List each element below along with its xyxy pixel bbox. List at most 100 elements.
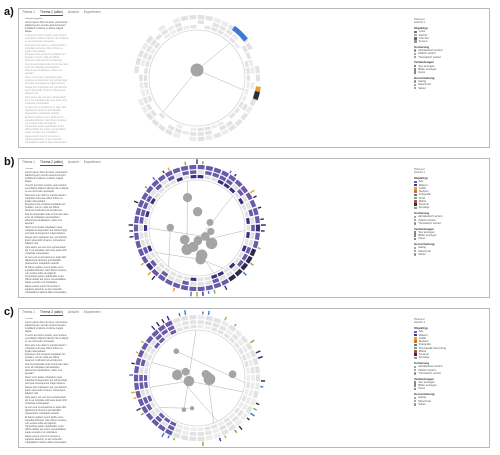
text-paragraph[interactable]: Sed ut perspiciatis unde omnis iste natu… — [25, 213, 69, 226]
legend-option[interactable]: Selten — [414, 403, 488, 406]
legend-option[interactable]: Link-Set — [414, 37, 488, 40]
text-paragraph[interactable]: Lorem ipsum dolor sit amet, consectetur … — [25, 320, 68, 333]
text-paragraph[interactable]: At vero eos et accusamus et iusto odio d… — [25, 105, 67, 115]
text-paragraph[interactable]: Quis autem vel eum iure reprehenderit qu… — [25, 95, 67, 105]
legend-option[interactable]: Grafik — [414, 337, 488, 340]
radio-button[interactable] — [414, 55, 417, 59]
legend-option[interactable]: Fotografie — [414, 193, 488, 196]
text-paragraph[interactable]: Thema — [25, 318, 33, 320]
text-paragraph[interactable]: Ut enim ad minim veniam, quis nostrud ex… — [25, 33, 69, 43]
text-paragraph[interactable]: Duis aute irure dolor in reprehenderit i… — [25, 343, 67, 353]
tab[interactable]: Thema 2 (aktiv) — [40, 310, 63, 316]
legend-option[interactable]: Alle — [414, 180, 488, 183]
radio-button[interactable] — [414, 49, 417, 52]
radio-button[interactable] — [414, 253, 417, 256]
legend-option[interactable]: Bilder anzeigen — [414, 68, 488, 71]
radio-button[interactable] — [414, 396, 417, 400]
tab[interactable]: Ansicht — [67, 10, 79, 14]
text-paragraph[interactable]: Temporibus autem quibusdam et aut offici… — [25, 425, 66, 435]
radio-button[interactable] — [414, 399, 417, 403]
circular-visualization[interactable] — [71, 309, 411, 447]
text-paragraph[interactable]: Neque porro quisquam est, qui dolorem ip… — [25, 236, 67, 245]
checkbox[interactable] — [414, 384, 417, 387]
text-paragraph[interactable]: Thema — [25, 168, 33, 170]
legend-option[interactable]: Keramik — [414, 353, 488, 356]
legend-option[interactable]: Text anzeigen — [414, 65, 488, 68]
checkbox[interactable] — [414, 387, 417, 391]
text-paragraph[interactable]: Sed ut perspiciatis unde omnis iste natu… — [25, 63, 69, 76]
legend-option[interactable]: Thematisch sortiert — [414, 222, 488, 225]
legend-option[interactable]: Druckgrafik Sammlung — [414, 347, 488, 350]
text-paragraph[interactable]: Temporibus autem quibusdam et aut offici… — [25, 275, 66, 285]
radio-button[interactable] — [414, 249, 417, 253]
text-paragraph[interactable]: Lorem ipsum dolor sit amet, consectetur … — [25, 170, 68, 183]
text-paragraph[interactable]: Quis autem vel eum iure reprehenderit qu… — [25, 395, 67, 405]
legend-option[interactable]: Alphabetisch sortiert — [414, 215, 488, 218]
radio-button[interactable] — [414, 218, 417, 222]
radio-button[interactable] — [414, 52, 417, 56]
text-paragraph[interactable]: Duis aute irure dolor in reprehenderit i… — [25, 193, 67, 203]
text-paragraph[interactable]: At vero eos et accusamus et iusto odio d… — [25, 405, 67, 415]
legend-option[interactable]: Zeitlich sortiert — [414, 219, 488, 222]
legend-option[interactable]: Selten — [414, 87, 488, 90]
circular-visualization[interactable] — [71, 159, 411, 297]
text-paragraph[interactable]: Et harum quidem rerum facilis est et exp… — [25, 265, 67, 275]
radio-button[interactable] — [414, 86, 417, 90]
text-paragraph[interactable]: Quis autem vel eum iure reprehenderit qu… — [25, 245, 67, 255]
tab[interactable]: Exportieren — [83, 310, 101, 314]
legend-option[interactable]: Skulptur — [414, 340, 488, 343]
text-paragraph[interactable]: At vero eos et accusamus et iusto odio d… — [25, 255, 67, 265]
legend-option[interactable]: Sonstige — [414, 356, 488, 359]
tab[interactable]: Ansicht — [67, 160, 79, 164]
tab[interactable]: Exportieren — [83, 10, 101, 14]
legend-option[interactable]: Malerei — [414, 334, 488, 337]
checkbox[interactable] — [414, 234, 417, 237]
legend-option[interactable]: Malerei — [414, 184, 488, 187]
text-paragraph[interactable]: Et harum quidem rerum facilis est et exp… — [25, 415, 67, 425]
radio-button[interactable] — [414, 222, 417, 225]
legend-option[interactable]: Häufig — [414, 396, 488, 399]
legend-option[interactable]: Bilder anzeigen — [414, 234, 488, 237]
checkbox[interactable] — [414, 237, 417, 241]
text-paragraph[interactable]: Nemo enim ipsam voluptatem quia voluptas… — [25, 76, 68, 86]
legend-option[interactable]: Thematisch sortiert — [414, 372, 488, 375]
text-paragraph[interactable]: Sed ut perspiciatis unde omnis iste natu… — [25, 363, 69, 376]
text-paragraph[interactable]: Itaque earum rerum hic tenetur a sapient… — [25, 435, 67, 444]
legend-option[interactable]: Keramik — [414, 203, 488, 206]
text-paragraph[interactable]: Excepteur sint occaecat cupidatat non pr… — [25, 53, 66, 63]
checkbox[interactable] — [414, 71, 417, 74]
tab[interactable]: Exportieren — [83, 160, 101, 164]
legend-option[interactable]: Links — [414, 30, 488, 33]
legend-option[interactable]: Manchmal — [414, 400, 488, 403]
text-paragraph[interactable]: Nemo enim ipsam voluptatem quia voluptas… — [25, 226, 68, 236]
legend-option[interactable]: Häufig — [414, 80, 488, 83]
legend-option[interactable]: Sonstige — [414, 206, 488, 209]
radio-button[interactable] — [414, 215, 417, 219]
legend-option[interactable]: Knoten — [414, 40, 488, 43]
legend-option[interactable]: Fotografie — [414, 343, 488, 346]
text-paragraph[interactable]: Neque porro quisquam est, qui dolorem ip… — [25, 386, 67, 395]
text-paragraph[interactable]: Temporibus autem quibusdam et aut offici… — [25, 125, 66, 135]
legend-option[interactable]: Thematisch sortiert — [414, 56, 488, 59]
text-paragraph[interactable]: Itaque earum rerum hic tenetur a sapient… — [25, 285, 67, 294]
text-paragraph[interactable]: Itaque earum rerum hic tenetur a sapient… — [25, 135, 67, 144]
legend-option[interactable]: Zeitlich sortiert — [414, 369, 488, 372]
radio-button[interactable] — [414, 372, 417, 375]
legend-option[interactable]: Bilder anzeigen — [414, 384, 488, 387]
legend-option[interactable]: Häufig — [414, 246, 488, 249]
legend-option[interactable]: Skulptur — [414, 190, 488, 193]
text-paragraph[interactable]: Et harum quidem rerum facilis est et exp… — [25, 115, 67, 125]
text-paragraph[interactable]: Neque porro quisquam est, qui dolorem ip… — [25, 86, 67, 95]
text-paragraph[interactable]: Ausstellungstext — [25, 18, 43, 20]
checkbox[interactable] — [414, 381, 417, 384]
radio-button[interactable] — [414, 83, 417, 87]
legend-option[interactable]: Möbel — [414, 200, 488, 203]
checkbox[interactable] — [414, 68, 417, 71]
radio-button[interactable] — [414, 80, 417, 83]
tab[interactable]: Ansicht — [67, 310, 79, 314]
radio-button[interactable] — [414, 365, 417, 369]
legend-option[interactable]: Möbel — [414, 350, 488, 353]
radio-button[interactable] — [414, 403, 417, 406]
legend-option[interactable]: Keine — [414, 71, 488, 74]
text-paragraph[interactable]: Nemo enim ipsam voluptatem quia voluptas… — [25, 376, 68, 386]
